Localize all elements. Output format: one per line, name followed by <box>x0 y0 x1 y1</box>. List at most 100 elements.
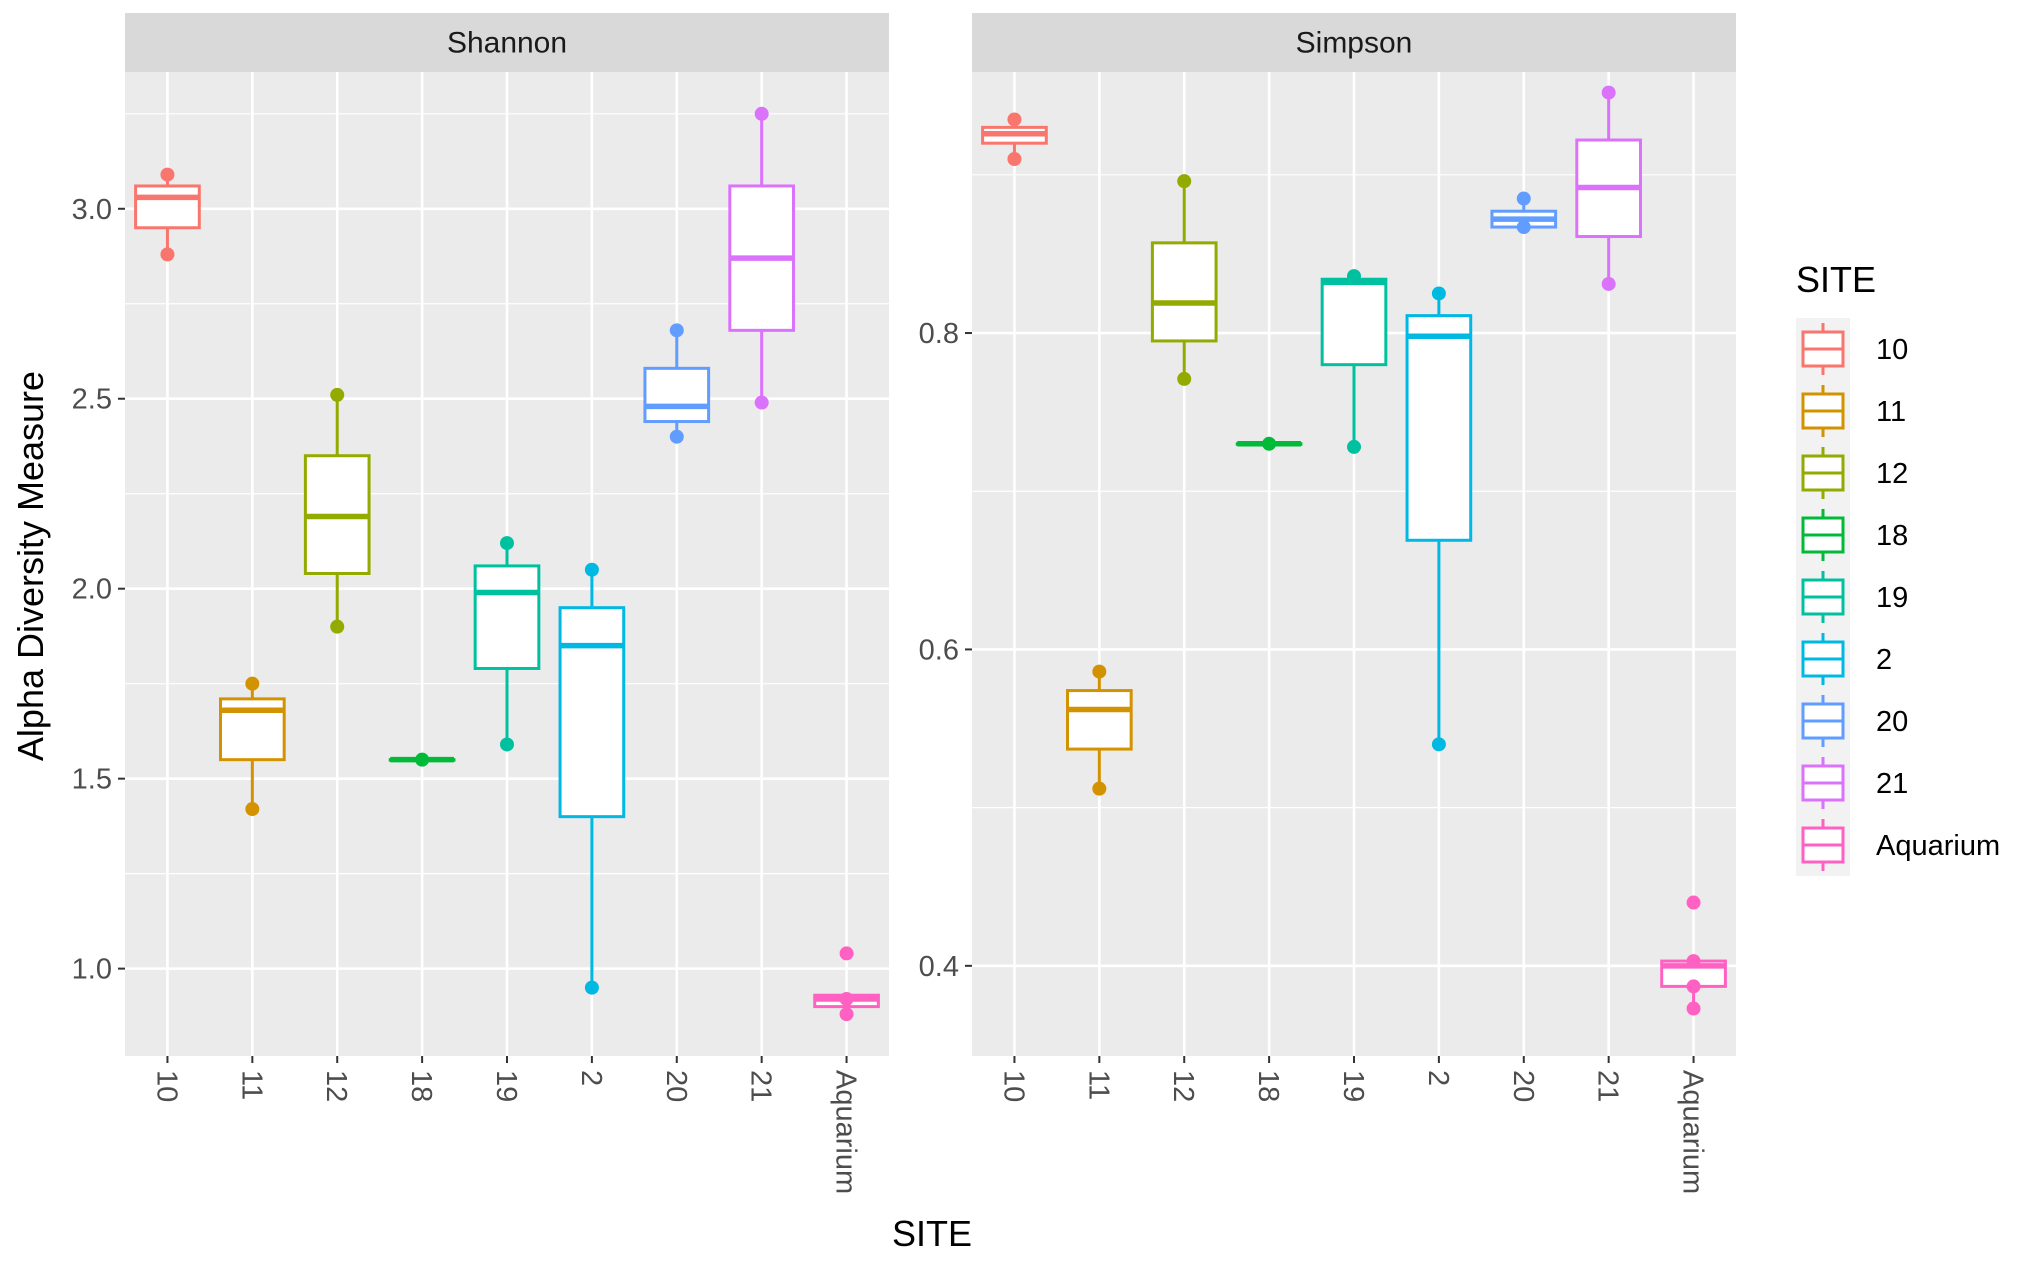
data-point <box>839 992 854 1007</box>
panel-title: Shannon <box>447 27 567 60</box>
data-point <box>1686 895 1701 910</box>
box-body <box>643 366 711 424</box>
legend-title: SITE <box>1796 259 1876 300</box>
legend-entry-2: 2 <box>1801 633 1892 685</box>
y-tick-label: 1.0 <box>72 954 112 986</box>
x-tick-label: 12 <box>1167 1070 1199 1102</box>
y-tick-label: 0.4 <box>919 951 959 983</box>
x-tick-label: 18 <box>405 1070 437 1102</box>
legend-entry-21: 21 <box>1801 757 1908 809</box>
x-tick-label: Aquarium <box>1677 1070 1709 1194</box>
data-point <box>839 1007 854 1022</box>
data-point <box>1601 276 1616 291</box>
box-18 <box>388 752 456 767</box>
x-tick-label: 2 <box>1422 1070 1454 1086</box>
y-tick-label: 2.0 <box>72 574 112 606</box>
box-body <box>1405 314 1473 542</box>
box-19 <box>1320 269 1388 454</box>
box-body <box>1320 277 1388 367</box>
panel-shannon: Shannon 1.0 1.5 2.0 2.5 3.0 10 11 12 18 19 2 20 21 Aqu… <box>72 13 889 1194</box>
box-11 <box>219 676 286 817</box>
x-tick-label: 2 <box>575 1070 607 1086</box>
data-point <box>754 395 769 410</box>
x-tick-label: 10 <box>997 1070 1029 1102</box>
data-point <box>1686 1001 1701 1016</box>
legend: SITE 10 11 12 18 19 2 20 21 Aquarium <box>1796 259 2000 876</box>
legend-label: 2 <box>1876 644 1892 676</box>
data-point <box>245 676 260 691</box>
legend-entry-20: 20 <box>1801 695 1908 747</box>
data-point <box>1431 737 1446 752</box>
data-point <box>1431 286 1446 301</box>
data-point <box>1601 85 1616 100</box>
legend-label: 20 <box>1876 706 1908 738</box>
x-tick-label: 20 <box>1507 1070 1539 1102</box>
data-point <box>1347 269 1361 284</box>
x-tick-label: 12 <box>320 1070 352 1102</box>
box-20 <box>1490 191 1558 235</box>
data-point <box>1177 174 1192 189</box>
legend-entry-18: 18 <box>1801 509 1908 561</box>
data-point <box>1177 371 1192 386</box>
y-tick-label: 0.8 <box>919 318 959 350</box>
data-point <box>1262 436 1277 451</box>
x-tick-label: 18 <box>1252 1070 1284 1102</box>
data-point <box>754 106 769 121</box>
box-aquarium <box>1660 895 1727 1016</box>
box-11 <box>1066 664 1133 796</box>
box-body <box>473 564 541 670</box>
data-point <box>1007 112 1022 127</box>
legend-entry-19: 19 <box>1801 571 1908 623</box>
box-2 <box>558 562 626 995</box>
box-21 <box>1575 85 1643 291</box>
data-point <box>1347 439 1361 454</box>
data-point <box>669 323 684 338</box>
x-tick-label: 20 <box>660 1070 692 1102</box>
x-tick-label: 19 <box>1337 1070 1369 1102</box>
legend-entry-aquarium: Aquarium <box>1801 819 2000 871</box>
legend-label: 18 <box>1876 520 1908 552</box>
data-point <box>1092 781 1107 796</box>
panel-title: Simpson <box>1296 27 1413 60</box>
x-tick-label: Aquarium <box>830 1070 862 1194</box>
box-21 <box>728 106 795 410</box>
box-10 <box>134 167 201 262</box>
legend-label: Aquarium <box>1876 830 2000 862</box>
box-18 <box>1235 436 1303 451</box>
panel-strip <box>125 13 889 72</box>
data-point <box>584 980 599 995</box>
data-point <box>1092 664 1107 679</box>
legend-label: 21 <box>1876 768 1908 800</box>
panel-simpson: Simpson 0.4 0.6 0.8 10 11 12 18 19 2 20 21 Aquarium <box>919 13 1736 1194</box>
y-tick-label: 0.6 <box>919 634 959 666</box>
box-20 <box>643 323 711 444</box>
data-point <box>160 167 175 182</box>
data-point <box>839 946 854 961</box>
x-tick-label: 11 <box>235 1070 267 1100</box>
panel-strip <box>972 13 1736 72</box>
legend-label: 10 <box>1876 334 1908 366</box>
x-tick-label: 21 <box>745 1070 777 1102</box>
data-point <box>1686 979 1701 994</box>
data-point <box>500 536 514 551</box>
y-tick-label: 3.0 <box>72 194 112 226</box>
legend-label: 12 <box>1876 458 1908 490</box>
data-point <box>1516 220 1531 235</box>
x-tick-label: 21 <box>1592 1070 1624 1102</box>
box-10 <box>981 112 1048 167</box>
box-body <box>558 606 626 819</box>
data-point <box>415 752 430 767</box>
panels-layer: Shannon 1.0 1.5 2.0 2.5 3.0 10 11 12 18 19 2 20 21 Aqu… <box>72 13 1736 1194</box>
legend-entry-11: 11 <box>1801 385 1906 437</box>
data-point <box>1007 152 1022 167</box>
data-point <box>500 737 514 752</box>
box-19 <box>473 536 541 752</box>
data-point <box>160 247 175 262</box>
x-tick-label: 19 <box>490 1070 522 1102</box>
data-point <box>330 387 345 402</box>
legend-label: 19 <box>1876 582 1908 614</box>
data-point <box>245 802 260 817</box>
x-tick-label: 10 <box>150 1070 182 1102</box>
box-2 <box>1405 286 1473 752</box>
